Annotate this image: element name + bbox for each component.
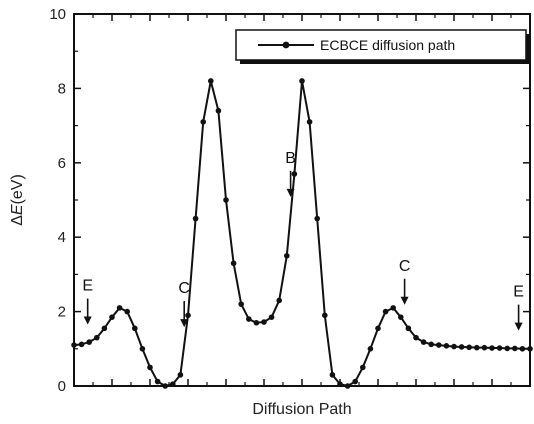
data-point [466,344,473,351]
annotation-c: C [178,280,190,328]
data-point [261,319,267,325]
x-axis-ticks [73,14,531,386]
data-point [78,341,85,348]
data-point [215,107,222,114]
data-point [177,372,184,378]
data-point [230,260,237,267]
x-axis-label: Diffusion Path [252,401,351,418]
series-line [73,79,530,387]
annotation-label: E [513,284,524,301]
data-point [185,312,191,319]
data-point [147,364,153,371]
annotation-b: B [285,150,296,197]
data-point [481,344,488,351]
data-point [519,346,526,352]
annotation-c: C [399,258,411,305]
data-point [246,316,252,322]
annotation-e: E [82,278,93,325]
plot-frame [73,13,531,387]
annotation-arrow-head [83,316,92,325]
annotation-arrow-head [180,319,189,328]
annotation-label: C [178,280,190,297]
y-tick-label: 4 [58,229,66,246]
annotation-arrow-head [286,188,295,197]
data-point [329,372,336,378]
data-point [428,341,435,348]
annotations-group: E C B C E [82,150,524,331]
data-point [162,383,168,389]
annotation-label: E [82,278,93,295]
data-point [71,342,77,348]
legend-label: ECBCE diffusion path [320,37,455,53]
data-point [451,343,457,350]
series-group [71,78,533,389]
data-point [474,344,480,351]
data-point [398,314,404,320]
data-point [436,342,442,348]
data-point [367,346,374,352]
data-point [154,378,161,385]
data-point [284,253,290,259]
data-point [268,314,275,320]
y-tick-label: 6 [58,155,66,172]
data-point [86,339,92,345]
annotation-arrow-head [400,296,409,305]
data-point [238,301,244,307]
y-axis-label-unit: (eV) [9,174,26,204]
data-point [139,346,146,352]
y-axis-label: ΔE(eV) [9,174,26,226]
data-point [109,314,115,320]
data-point [276,297,283,304]
data-point [344,383,351,389]
data-point [527,346,533,352]
y-tick-label: 2 [58,304,66,321]
legend-marker-sample [282,41,290,49]
data-point [405,325,412,332]
data-point [360,364,366,371]
data-point [443,343,450,349]
data-point [132,325,138,332]
legend: ECBCE diffusion path [235,29,530,64]
data-point [458,344,465,350]
data-point [352,378,359,385]
data-point [253,319,260,326]
annotation-label: C [399,258,411,275]
annotation-e: E [513,284,524,331]
y-tick-label: 10 [49,6,66,23]
y-axis-ticks: 0 2 4 6 8 10 [49,6,530,395]
y-tick-label: 0 [58,378,66,395]
annotation-arrow-head [514,322,523,331]
data-point [116,305,123,311]
data-point [413,334,419,341]
data-point [420,339,427,345]
data-point [489,345,495,351]
data-point [496,345,503,351]
annotation-label: B [285,150,296,167]
data-point [314,215,321,222]
data-point [299,78,305,84]
data-point [382,308,389,315]
data-point [200,119,206,125]
data-point [124,308,130,315]
data-point [170,381,176,387]
data-point [322,312,328,319]
data-point [291,171,298,177]
data-point [101,325,108,332]
data-point [306,119,313,125]
data-point [390,305,397,311]
y-axis-label-symbol: E [9,204,26,215]
data-point [512,345,518,352]
y-tick-label: 8 [58,80,66,97]
data-point [192,215,199,222]
data-point [375,325,381,332]
data-point [208,78,214,84]
data-point [337,381,343,387]
data-point [223,197,229,203]
plot-area [73,13,531,387]
data-point [504,345,511,352]
data-point [94,334,100,341]
y-axis-label-delta: Δ [9,215,26,226]
